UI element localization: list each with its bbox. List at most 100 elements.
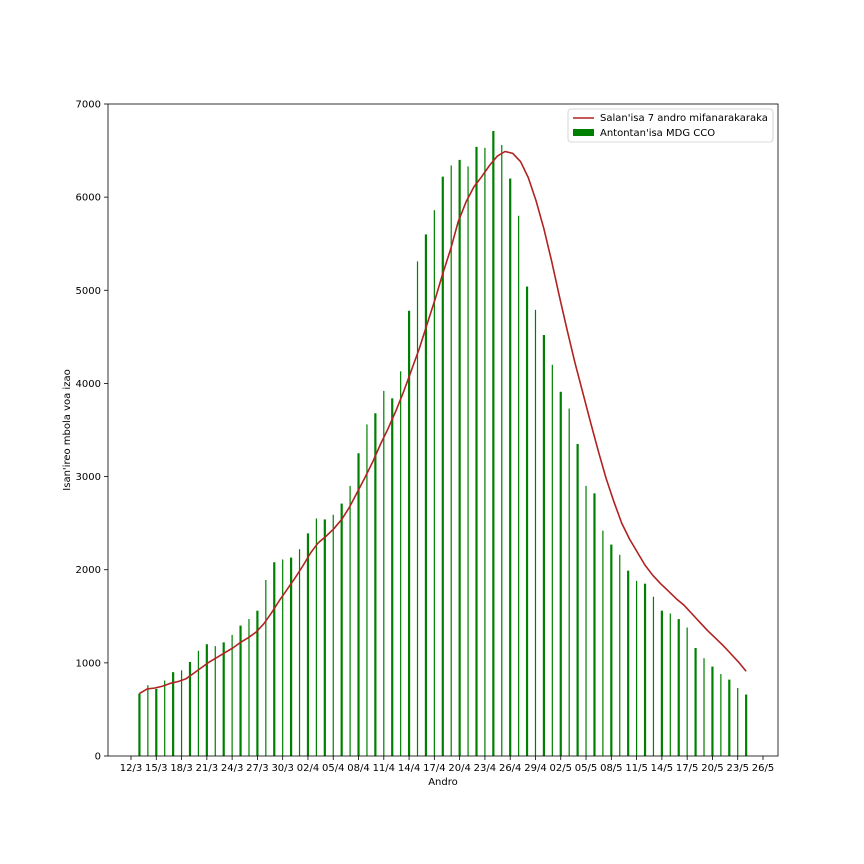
y-tick-label: 5000: [76, 286, 101, 297]
bar: [265, 579, 267, 756]
x-tick-label: 08/4: [347, 763, 369, 774]
bar: [542, 334, 546, 756]
bar: [147, 685, 149, 756]
bar: [357, 453, 360, 756]
bar: [720, 674, 722, 756]
bar: [467, 166, 469, 757]
bar: [315, 518, 317, 756]
x-tick-label: 17/5: [676, 763, 698, 774]
legend-label-bars: Antontan'isa MDG CCO: [600, 128, 715, 139]
bars-group: [138, 131, 748, 757]
bar: [745, 694, 748, 756]
bar: [737, 688, 739, 756]
bar: [458, 159, 461, 756]
bar: [239, 625, 242, 756]
bar: [273, 562, 276, 756]
bar: [180, 670, 183, 756]
legend-box: [567, 108, 774, 143]
y-tick-label: 3000: [76, 472, 101, 483]
x-tick-label: 30/3: [271, 763, 293, 774]
bar: [593, 493, 596, 756]
x-tick-label: 21/3: [196, 763, 218, 774]
bar: [551, 364, 553, 756]
bar: [164, 680, 166, 756]
bar: [475, 146, 478, 757]
bar: [282, 559, 284, 756]
bar: [188, 661, 192, 756]
x-tick-label: 17/4: [423, 763, 445, 774]
bar: [559, 391, 562, 756]
bar: [332, 514, 334, 756]
bar: [197, 650, 200, 756]
bar: [416, 261, 419, 756]
x-tick-label: 27/3: [246, 763, 268, 774]
y-tick-label: 0: [95, 752, 101, 763]
bar: [290, 557, 293, 756]
bar: [643, 583, 647, 756]
x-tick-label: 18/3: [170, 763, 192, 774]
plot-frame: [107, 103, 779, 757]
x-tick-label: 11/5: [625, 763, 647, 774]
y-tick-label: 6000: [76, 193, 101, 204]
bar: [340, 503, 343, 756]
bar: [256, 610, 259, 756]
bar: [407, 310, 411, 756]
x-tick-label: 02/4: [297, 763, 319, 774]
bar: [138, 693, 141, 756]
bar: [669, 613, 671, 756]
x-tick-label: 26/4: [499, 763, 521, 774]
bar: [433, 210, 435, 756]
bar: [568, 408, 570, 756]
legend-label-line: Salan'isa 7 andro mifanarakaraka: [600, 113, 768, 124]
bar: [391, 398, 394, 756]
bar: [619, 554, 621, 756]
bar: [205, 644, 208, 756]
x-tick-label: 12/3: [120, 763, 142, 774]
x-tick-label: 08/5: [600, 763, 622, 774]
bar: [660, 610, 663, 756]
bar: [323, 519, 326, 756]
bar: [602, 530, 604, 756]
bar: [374, 413, 377, 756]
x-tick-label: 05/5: [575, 763, 597, 774]
bar: [677, 619, 680, 756]
bar: [694, 647, 697, 756]
x-tick-label: 14/5: [651, 763, 673, 774]
bar: [686, 627, 688, 756]
bar: [636, 580, 638, 756]
x-tick-label: 29/4: [524, 763, 546, 774]
bar: [172, 672, 175, 756]
bar: [349, 485, 351, 756]
y-tick-label: 2000: [76, 565, 101, 576]
bar: [484, 147, 486, 756]
bar: [222, 642, 225, 756]
bar: [728, 679, 731, 756]
x-tick-label: 23/5: [726, 763, 748, 774]
bar: [610, 544, 613, 756]
bar: [627, 570, 630, 756]
bar: [652, 596, 655, 756]
x-tick-label: 14/4: [398, 763, 420, 774]
bar: [383, 390, 385, 756]
bar: [214, 646, 216, 756]
moving-average-line: [138, 150, 747, 695]
bar: [576, 443, 579, 756]
bar: [534, 309, 537, 756]
bar: [306, 533, 310, 756]
bar: [703, 658, 705, 756]
y-axis-label: Isan'ireo mbola voa izao: [62, 369, 73, 490]
bar: [155, 688, 158, 756]
bar: [518, 215, 520, 756]
legend-bar-swatch: [573, 129, 594, 136]
y-tick-label: 7000: [76, 100, 101, 111]
bar: [231, 634, 233, 756]
x-axis: 12/3 15/3 18/3 21/3 24/3 27/3 30/3 02/4 05/4 08/4…: [120, 756, 774, 774]
x-tick-label: 20/4: [448, 763, 470, 774]
line-group: [138, 150, 747, 695]
x-tick-label: 02/5: [550, 763, 572, 774]
bar: [400, 371, 402, 756]
y-tick-label: 1000: [76, 658, 101, 669]
bar: [525, 286, 529, 756]
x-tick-label: 26/5: [752, 763, 774, 774]
